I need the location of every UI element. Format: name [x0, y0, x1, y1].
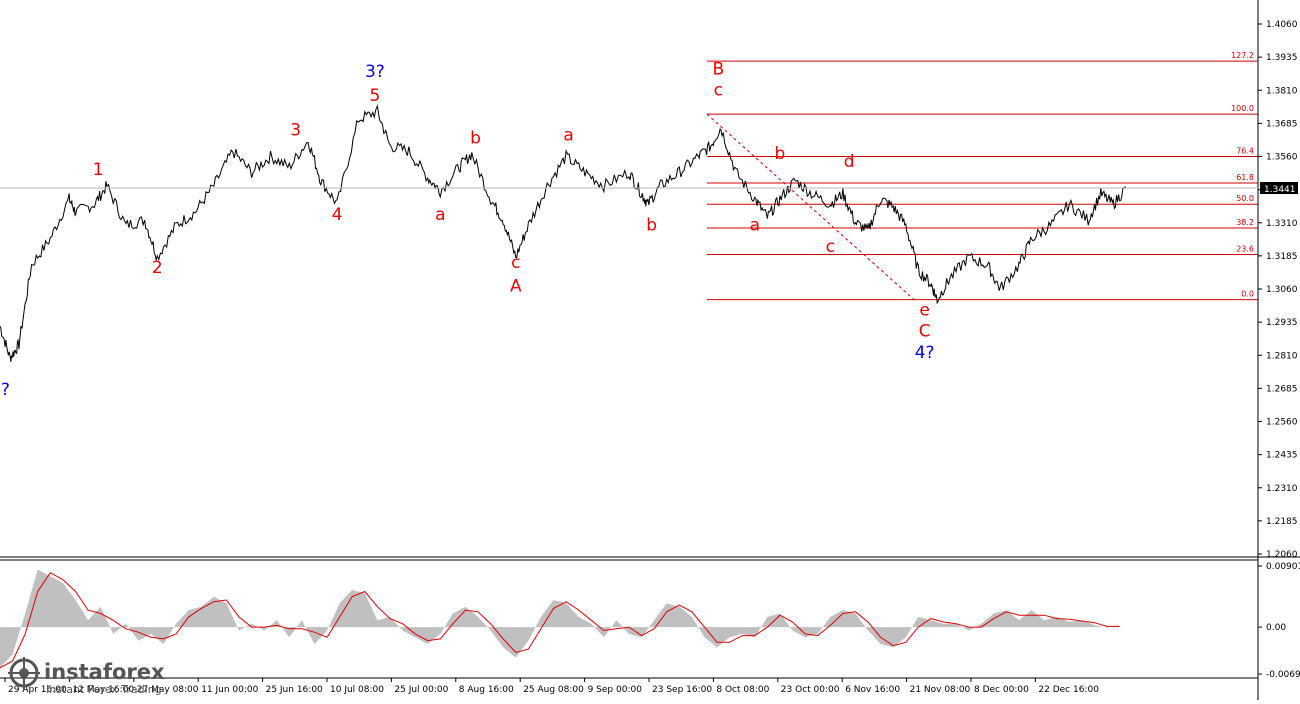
fib-level-label: 38.2 [1236, 218, 1254, 227]
fibonacci-levels: 127.2 100.0 76.4 61.8 50.0 38.2 23.6 0.0 [706, 51, 1258, 301]
fib-anchor-line [706, 113, 915, 300]
time-axis: 29 Apr 16:00 12 May 16:00 27 May 08:00 11 J… [4, 678, 1099, 695]
y-tick-label: 1.3185 [1266, 252, 1298, 262]
fib-level-label: 23.6 [1236, 245, 1254, 254]
wave-label: 1 [93, 160, 104, 180]
y-tick-label: 1.3810 [1266, 86, 1298, 96]
x-tick-label: 8 Aug 16:00 [459, 685, 514, 695]
y-tick-label: 1.2935 [1266, 318, 1298, 328]
x-tick-label: 8 Dec 00:00 [974, 685, 1029, 695]
fib-level-label: 50.0 [1236, 194, 1254, 203]
wave-label: a [435, 205, 445, 225]
y-tick-label: 1.3560 [1266, 153, 1298, 163]
fib-level-label: 76.4 [1236, 147, 1254, 156]
osc-y-tick-label: 0.00 [1266, 623, 1286, 633]
wave-label: 4? [915, 343, 935, 363]
x-tick-label: 27 May 08:00 [137, 685, 199, 695]
x-tick-label: 10 Jul 08:00 [330, 685, 384, 695]
brand-tagline: Instant Forex Trading [46, 683, 162, 696]
y-tick-label: 1.2060 [1266, 550, 1298, 560]
x-tick-label: 12 May 16:00 [72, 685, 134, 695]
y-tick-label: 1.3935 [1266, 53, 1298, 63]
x-tick-label: 22 Dec 16:00 [1038, 685, 1099, 695]
fib-level-label: 61.8 [1236, 173, 1254, 182]
x-tick-label: 21 Nov 08:00 [910, 685, 971, 695]
oscillator-histogram [0, 569, 1120, 668]
osc-y-tick-label: 0.00901 [1266, 562, 1300, 572]
wave-label: e [919, 301, 929, 321]
fib-level-label: 100.0 [1231, 104, 1254, 113]
brand-logo-icon [8, 657, 40, 689]
wave-label: C [919, 322, 931, 342]
y-tick-label: 1.3060 [1266, 285, 1298, 295]
wave-label: A [510, 277, 522, 297]
x-tick-label: 9 Sep 00:00 [588, 685, 643, 695]
current-price-label: 1.3441 [1264, 185, 1296, 195]
wave-label: a [563, 126, 573, 146]
x-tick-label: 11 Jun 00:00 [201, 685, 258, 695]
y-tick-label: 1.3685 [1266, 119, 1298, 129]
y-tick-label: 1.2185 [1266, 517, 1298, 527]
fib-level-label: 0.0 [1241, 290, 1254, 299]
wave-label: b [470, 128, 481, 148]
y-tick-label: 1.2810 [1266, 351, 1298, 361]
price-series [0, 104, 1127, 362]
wave-label: c [714, 81, 723, 101]
wave-label: 2? [0, 380, 10, 400]
y-tick-label: 1.2310 [1266, 484, 1298, 494]
x-tick-label: 25 Jul 00:00 [394, 685, 448, 695]
wave-label: 4 [332, 205, 343, 225]
wave-label: b [646, 216, 657, 236]
wave-label: 5 [369, 86, 380, 106]
wave-label: d [844, 152, 855, 172]
y-tick-label: 1.2435 [1266, 451, 1298, 461]
x-tick-label: 25 Aug 08:00 [523, 685, 584, 695]
x-tick-label: 23 Sep 16:00 [652, 685, 712, 695]
x-tick-label: 23 Oct 00:00 [781, 685, 840, 695]
wave-label: B [712, 59, 724, 79]
brand-watermark: instaforex Instant Forex Trading [6, 655, 180, 699]
wave-label: 3 [290, 120, 301, 140]
current-price-badge [1260, 182, 1298, 195]
y-tick-label: 1.2560 [1266, 418, 1298, 428]
price-line [0, 104, 1127, 362]
wave-label: c [511, 253, 520, 273]
x-tick-label: 6 Nov 16:00 [845, 685, 900, 695]
wave-label: b [775, 144, 786, 164]
brand-name: instaforex [44, 660, 165, 684]
y-tick-label: 1.4060 [1266, 20, 1298, 30]
x-tick-label: 25 Jun 16:00 [266, 685, 323, 695]
fib-level-label: 127.2 [1231, 51, 1254, 60]
y-tick-label: 1.3310 [1266, 219, 1298, 229]
x-tick-label: 8 Oct 08:00 [716, 685, 769, 695]
x-tick-label: 29 Apr 16:00 [8, 685, 67, 695]
wave-label: 3? [365, 62, 385, 82]
wave-label: 2 [152, 258, 163, 278]
oscillator-signal-line [0, 572, 1120, 669]
wave-label: c [826, 237, 835, 257]
wave-label: a [750, 216, 760, 236]
y-tick-label: 1.2685 [1266, 384, 1298, 394]
